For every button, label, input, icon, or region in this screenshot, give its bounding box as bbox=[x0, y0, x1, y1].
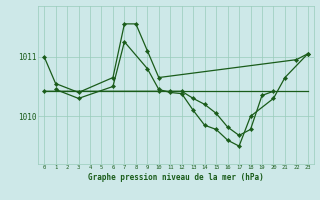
X-axis label: Graphe pression niveau de la mer (hPa): Graphe pression niveau de la mer (hPa) bbox=[88, 173, 264, 182]
